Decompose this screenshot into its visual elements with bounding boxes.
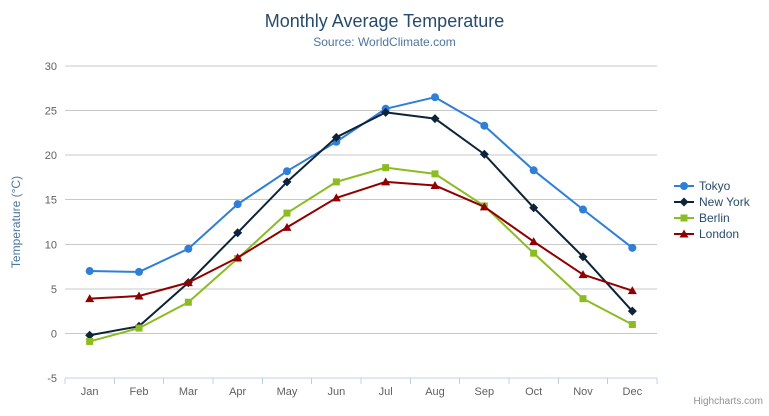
point-new-york-apr[interactable] <box>233 228 243 238</box>
point-london-sep[interactable] <box>479 202 489 211</box>
y-tick-label: -5 <box>47 373 57 385</box>
series-line-berlin <box>88 166 634 343</box>
series-line-tokyo <box>88 96 634 273</box>
legend-item-label: London <box>699 227 740 241</box>
point-new-york-dec[interactable] <box>627 306 637 316</box>
point-tokyo-oct[interactable] <box>529 166 538 175</box>
y-tick-label: 15 <box>45 195 57 207</box>
point-tokyo-may[interactable] <box>283 167 291 176</box>
point-london-apr[interactable] <box>233 253 243 262</box>
legend-marker-diamond-icon <box>674 197 694 207</box>
point-new-york-nov[interactable] <box>578 252 588 262</box>
credits-link[interactable]: Highcharts.com <box>693 396 763 407</box>
y-tick-label: 0 <box>51 328 57 340</box>
x-tick-label: Dec <box>623 386 643 398</box>
point-berlin-dec[interactable] <box>628 321 636 329</box>
legend-item-tokyo[interactable]: Tokyo <box>674 178 750 194</box>
legend-marker-circle-icon <box>674 182 694 190</box>
series-line-london <box>88 180 634 300</box>
point-berlin-jan[interactable] <box>86 337 94 345</box>
series-line-new-york <box>88 111 634 337</box>
x-tick-label: Apr <box>229 386 246 398</box>
legend-item-label: Tokyo <box>699 179 731 193</box>
point-london-jun[interactable] <box>331 193 341 202</box>
point-new-york-jul[interactable] <box>381 107 391 117</box>
point-tokyo-dec[interactable] <box>628 243 637 252</box>
point-new-york-sep[interactable] <box>479 149 489 159</box>
point-new-york-jan[interactable] <box>85 330 95 340</box>
legend-item-berlin[interactable]: Berlin <box>674 210 750 226</box>
x-tick-label: Nov <box>573 386 593 398</box>
point-london-feb[interactable] <box>134 291 144 300</box>
point-london-aug[interactable] <box>430 180 440 189</box>
point-new-york-oct[interactable] <box>529 203 539 213</box>
point-london-mar[interactable] <box>183 278 193 287</box>
point-london-may[interactable] <box>282 222 292 231</box>
point-tokyo-aug[interactable] <box>431 93 439 102</box>
point-berlin-mar[interactable] <box>184 298 192 306</box>
legend: Tokyo New York Berlin London <box>674 178 750 242</box>
point-tokyo-apr[interactable] <box>233 200 242 209</box>
x-tick-label: Jan <box>81 386 99 398</box>
point-london-jan[interactable] <box>85 294 95 303</box>
point-berlin-jun[interactable] <box>332 178 340 186</box>
legend-item-new-york[interactable]: New York <box>674 194 750 210</box>
x-tick-label: Mar <box>179 386 198 398</box>
x-tick-label: May <box>277 386 298 398</box>
y-tick-label: 10 <box>45 239 57 251</box>
point-london-jul[interactable] <box>381 177 391 186</box>
y-tick-label: 25 <box>45 106 57 118</box>
chart-subtitle: Source: WorldClimate.com <box>313 35 456 49</box>
point-berlin-feb[interactable] <box>135 324 143 332</box>
point-tokyo-nov[interactable] <box>579 205 587 214</box>
x-tick-label: Jul <box>379 386 393 398</box>
point-tokyo-jan[interactable] <box>85 267 94 276</box>
point-london-nov[interactable] <box>578 270 588 279</box>
point-london-oct[interactable] <box>529 237 539 246</box>
point-new-york-may[interactable] <box>282 177 292 187</box>
legend-item-label: New York <box>699 195 750 209</box>
point-london-dec[interactable] <box>627 286 637 295</box>
point-tokyo-mar[interactable] <box>184 244 193 253</box>
point-berlin-jul[interactable] <box>382 164 390 172</box>
point-berlin-oct[interactable] <box>530 249 538 257</box>
x-tick-label: Aug <box>425 386 445 398</box>
legend-item-label: Berlin <box>699 211 730 225</box>
point-berlin-may[interactable] <box>283 209 291 217</box>
point-new-york-aug[interactable] <box>430 114 440 124</box>
y-tick-label: 30 <box>45 61 57 73</box>
point-tokyo-sep[interactable] <box>480 121 489 130</box>
legend-item-london[interactable]: London <box>674 226 750 242</box>
point-new-york-jun[interactable] <box>331 132 341 142</box>
y-tick-label: 20 <box>45 150 57 162</box>
point-tokyo-feb[interactable] <box>135 267 143 276</box>
chart-title: Monthly Average Temperature <box>264 11 505 31</box>
x-tick-label: Feb <box>130 386 149 398</box>
x-tick-label: Sep <box>475 386 495 398</box>
legend-marker-triangle-icon <box>674 229 694 238</box>
x-tick-label: Oct <box>525 386 542 398</box>
point-berlin-aug[interactable] <box>431 170 439 178</box>
y-tick-label: 5 <box>51 284 57 296</box>
x-tick-label: Jun <box>327 386 345 398</box>
point-berlin-nov[interactable] <box>579 295 587 303</box>
legend-marker-square-icon <box>674 214 694 222</box>
